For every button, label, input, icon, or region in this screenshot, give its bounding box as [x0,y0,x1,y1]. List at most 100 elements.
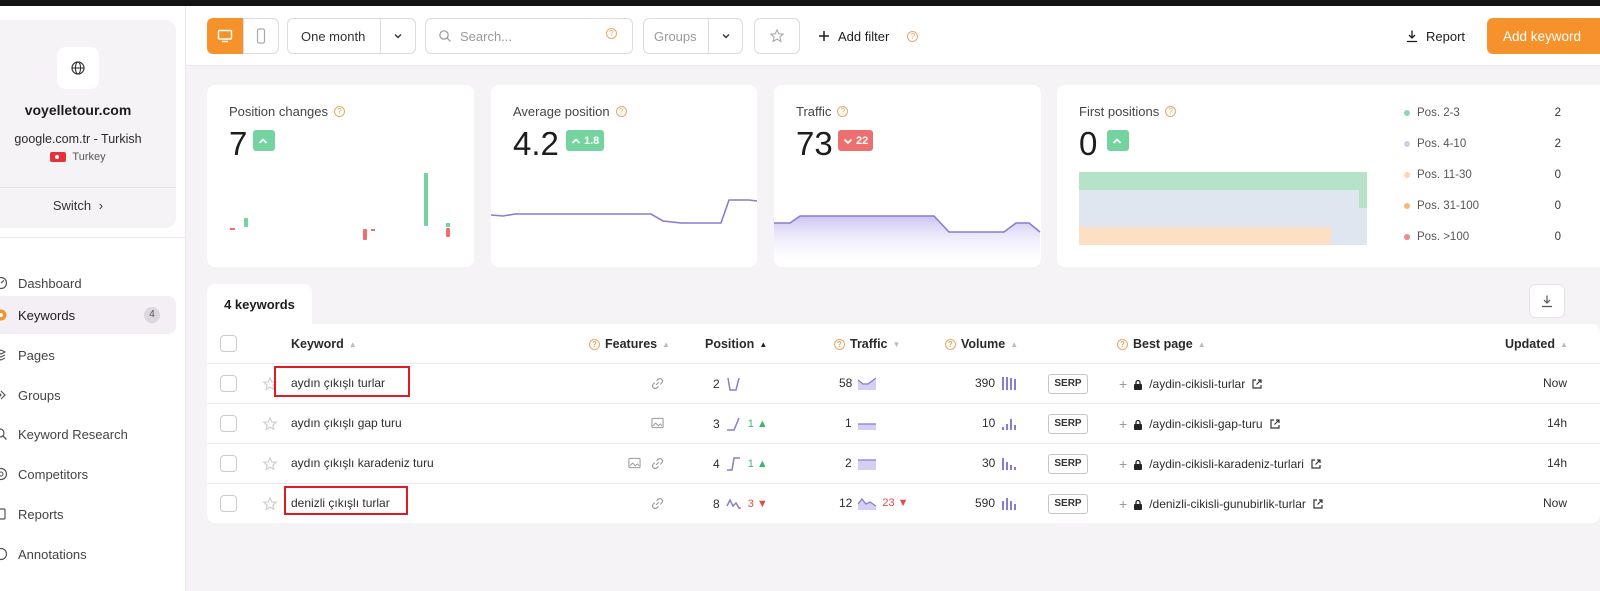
help-icon[interactable]: ? [606,28,617,39]
help-icon[interactable]: ? [1165,106,1177,117]
search-input[interactable] [460,27,600,45]
sort-icon: ▲ [1010,339,1019,349]
desktop-device-button[interactable] [207,18,243,54]
legend-dot [1404,141,1410,147]
plus-icon[interactable]: + [1119,376,1128,392]
annotations-icon [0,547,8,561]
annotation-highlight-box [284,486,408,515]
sidebar-item-label: Pages [18,347,55,363]
best-page-url[interactable]: /aydin-cikisli-turlar [1149,377,1246,391]
updated-column-header[interactable]: Updated ▲ [1505,337,1568,351]
plus-icon[interactable]: + [1119,416,1128,432]
row-checkbox[interactable] [220,375,237,392]
help-icon[interactable]: ? [334,106,346,117]
best-page-cell[interactable]: + /denizli-cikisli-gunubirlik-turlar [1119,496,1324,512]
serp-button[interactable]: SERP [1048,374,1088,394]
best-page-url[interactable]: /aydin-cikisli-gap-turu [1149,417,1263,431]
plus-icon[interactable]: + [1119,456,1128,472]
volume-bars-icon [1002,498,1017,510]
legend-label: Pos. 4-10 [1417,138,1467,150]
period-select[interactable]: One month [287,18,416,54]
best-page-cell[interactable]: + /aydin-cikisli-gap-turu [1119,416,1281,432]
serp-button[interactable]: SERP [1048,414,1088,434]
card-title: Average position ? [513,104,627,119]
keyword-cell[interactable]: aydın çıkışlı gap turu [291,416,402,430]
chart-bar [446,223,450,227]
table-header: Keyword ▲ ? Features ▲ Position ▲ ? Traffic ▼ … [207,324,1600,364]
chevron-down-icon [722,34,730,39]
sidebar-item-groups[interactable]: Groups [0,376,176,414]
updated-value: 14h [1547,416,1568,430]
updated-value: 14h [1547,456,1568,470]
export-button[interactable] [1529,284,1565,318]
sidebar-item-competitors[interactable]: Competitors [0,455,176,493]
sidebar-item-keywords[interactable]: Keywords 4 [0,296,176,334]
star-icon[interactable] [262,416,278,432]
search-icon [439,30,451,42]
legend-label: Pos. 11-30 [1417,169,1472,181]
switch-label: Switch [52,198,92,213]
sidebar-item-reports[interactable]: Reports [0,495,176,533]
favorites-button[interactable] [754,18,800,54]
mobile-device-button[interactable] [243,18,279,54]
card-title: Traffic ? [796,104,849,119]
plus-icon[interactable]: + [1119,496,1128,512]
best-page-url[interactable]: /aydin-cikisli-karadeniz-turlari [1149,457,1304,471]
external-link-icon[interactable] [1269,418,1281,430]
help-icon[interactable]: ? [615,106,627,117]
switch-project-button[interactable]: Switch › [0,198,156,213]
help-icon[interactable]: ? [837,106,849,117]
keywords-tab[interactable]: 4 keywords [207,284,312,324]
legend-count: 0 [1554,169,1561,181]
position-column-header[interactable]: Position ▲ [705,337,767,351]
volume-column-header[interactable]: ? Volume ▲ [945,337,1018,351]
legend-label: Pos. 2-3 [1417,107,1460,119]
sidebar-item-keyword-research[interactable]: Keyword Research [0,415,176,453]
traffic-column-header[interactable]: ? Traffic ▼ [834,337,900,351]
table-row[interactable]: aydın çıkışlı karadeniz turu 4 1 ▲ 2 30 … [207,444,1600,484]
external-link-icon[interactable] [1312,498,1324,510]
keyword-column-header[interactable]: Keyword ▲ [291,337,357,351]
position-value: 2 [713,377,720,391]
star-icon[interactable] [262,496,278,512]
help-icon[interactable]: ? [907,30,919,42]
table-row[interactable]: aydın çıkışlı gap turu 3 1 ▲ 1 10 SERP +… [207,404,1600,444]
add-filter-button[interactable]: Add filter ? [818,18,919,54]
row-checkbox[interactable] [220,455,237,472]
external-link-icon[interactable] [1310,458,1322,470]
table-row[interactable]: denizli çıkışlı turlar 8 3 ▼ 12 23 ▼ 590… [207,484,1600,523]
traffic-chart [774,215,1041,267]
updated-cell: 14h [1547,456,1567,470]
sidebar-item-pages[interactable]: Pages [0,336,176,374]
star-icon[interactable] [262,456,278,472]
row-checkbox[interactable] [220,495,237,512]
table-row[interactable]: aydın çıkışlı turlar 2 58 390 SERP + /ay… [207,364,1600,404]
help-icon[interactable]: ? [834,338,845,350]
report-button[interactable]: Report [1405,18,1465,54]
best-page-column-header[interactable]: ? Best page ▲ [1117,337,1206,351]
help-icon[interactable]: ? [945,338,956,350]
features-column-header[interactable]: ? Features ▲ [589,337,670,351]
legend-count: 2 [1554,107,1561,119]
best-page-cell[interactable]: + /aydin-cikisli-karadeniz-turlari [1119,456,1322,472]
divider [708,19,709,53]
best-page-url[interactable]: /denizli-cikisli-gunubirlik-turlar [1149,497,1306,511]
serp-button[interactable]: SERP [1048,494,1088,514]
help-icon[interactable]: ? [589,338,600,350]
add-keyword-button[interactable]: Add keyword [1487,18,1600,54]
help-icon[interactable]: ? [1117,338,1128,350]
row-checkbox[interactable] [220,415,237,432]
traffic-cell: 2 [845,456,876,470]
groups-select[interactable]: Groups [643,18,743,54]
keyword-cell[interactable]: aydın çıkışlı karadeniz turu [291,456,434,470]
serp-button[interactable]: SERP [1048,454,1088,474]
annotation-highlight-box [274,366,410,397]
best-page-cell[interactable]: + /aydin-cikisli-turlar [1119,376,1263,392]
sidebar-item-dashboard[interactable]: Dashboard [0,264,176,302]
keyword-cell[interactable]: aydın çıkışlı turlar [291,376,385,390]
external-link-icon[interactable] [1251,378,1263,390]
sidebar-item-label: Reports [18,506,64,522]
select-all-checkbox[interactable] [220,335,237,352]
sidebar-item-annotations[interactable]: Annotations [0,535,176,573]
keyword-cell[interactable]: denizli çıkışlı turlar [291,496,390,510]
